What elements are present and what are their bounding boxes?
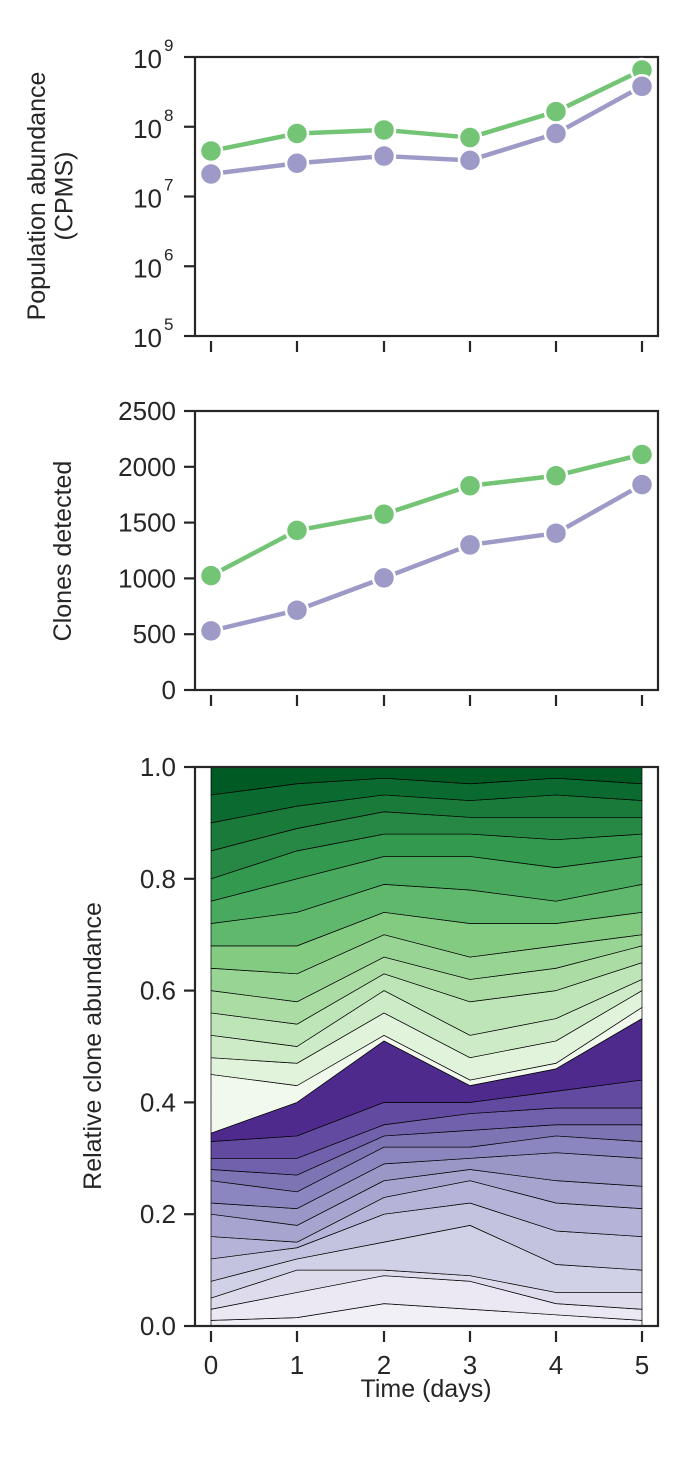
bottom-panel-frame xyxy=(193,765,660,1328)
middle-series-layer xyxy=(198,442,655,644)
top-y-tick-exponent: 7 xyxy=(164,176,173,195)
middle-series-point xyxy=(629,472,655,497)
middle-y-tick-label: 500 xyxy=(133,619,176,649)
middle-series-point xyxy=(457,473,483,499)
top-series-point xyxy=(457,125,483,150)
bottom-x-tick-label: 4 xyxy=(549,1350,563,1380)
middle-series-point xyxy=(543,520,569,546)
bottom-stack-layer xyxy=(210,766,643,1327)
top-y-tick-exponent: 9 xyxy=(164,36,173,55)
top-series-layer xyxy=(198,57,655,187)
top-series-point xyxy=(457,148,483,173)
middle-series-point xyxy=(371,501,397,527)
x-axis-label: Time (days) xyxy=(360,1375,491,1403)
top-y-tick-exponent: 8 xyxy=(164,106,173,125)
middle-series-point xyxy=(198,618,224,644)
middle-y-tick-label: 1000 xyxy=(118,563,176,593)
middle-series-point xyxy=(284,518,310,543)
top-y-tick-label: 10 xyxy=(133,323,162,353)
middle-y-tick-label: 1500 xyxy=(118,508,176,538)
middle-series-point xyxy=(457,532,483,558)
bottom-x-tick-label: 3 xyxy=(463,1350,477,1380)
top-series-point xyxy=(284,121,310,146)
middle-series-point xyxy=(284,597,310,623)
middle-series-point xyxy=(198,563,224,588)
bottom-y-tick-label: 0.0 xyxy=(140,1311,176,1341)
middle-series-point xyxy=(543,463,569,488)
top-series-line xyxy=(210,84,644,177)
bottom-x-tick-label: 5 xyxy=(635,1350,649,1380)
middle-y-tick-label: 2500 xyxy=(118,396,176,426)
bottom-x-tick-label: 1 xyxy=(290,1350,304,1380)
middle-series-line xyxy=(209,452,643,578)
top-y-tick-label: 10 xyxy=(133,114,162,144)
top-series-point xyxy=(371,143,397,169)
middle-y-tick-label: 2000 xyxy=(118,452,176,482)
middle-x-ticks xyxy=(209,695,644,706)
top-y-tick-label: 10 xyxy=(133,253,162,283)
middle-series-point xyxy=(371,565,397,591)
top-series-point xyxy=(629,74,655,99)
bottom-x-ticks: 0 1 2 3 4 5 xyxy=(204,1331,649,1380)
top-y-axis-label: Population abundance(CPMS) xyxy=(23,72,79,321)
top-series-point xyxy=(284,150,310,176)
top-panel-frame xyxy=(193,55,660,338)
bottom-y-tick-labels: 0.0 0.2 0.4 0.6 0.8 1.0 xyxy=(140,752,195,1341)
middle-series-point xyxy=(629,442,655,467)
bottom-panel: 0.0 0.2 0.4 0.6 0.8 1.0 0 1 2 3 4 5 Relative clone… xyxy=(79,752,660,1403)
bottom-x-tick-label: 0 xyxy=(204,1350,218,1380)
bottom-y-tick-label: 0.2 xyxy=(140,1199,176,1229)
bottom-y-tick-label: 0.8 xyxy=(140,864,176,894)
top-x-ticks xyxy=(209,341,644,352)
bottom-y-axis-label: Relative clone abundance xyxy=(79,902,107,1190)
top-series-point xyxy=(371,117,397,143)
top-y-tick-exponent: 6 xyxy=(164,245,173,264)
top-y-tick-label: 10 xyxy=(133,184,162,214)
middle-panel-frame xyxy=(193,409,660,692)
middle-y-tick-labels: 0 500 1000 1500 2000 2500 xyxy=(118,396,195,705)
bottom-y-tick-label: 1.0 xyxy=(140,752,176,782)
middle-panel: 0 500 1000 1500 2000 2500 Clones detected xyxy=(49,396,660,706)
middle-series-line xyxy=(210,482,644,634)
top-series-point xyxy=(198,138,224,164)
top-series-point xyxy=(198,161,224,187)
middle-y-tick-label: 0 xyxy=(162,675,176,705)
top-series-point xyxy=(543,121,569,146)
bottom-y-tick-label: 0.4 xyxy=(140,1087,176,1117)
top-series-line xyxy=(210,68,643,154)
bottom-y-tick-label: 0.6 xyxy=(140,976,176,1006)
bottom-x-tick-label: 2 xyxy=(377,1350,391,1380)
top-y-tick-exponent: 5 xyxy=(164,315,173,334)
top-series-point xyxy=(543,99,569,124)
middle-y-axis-label: Clones detected xyxy=(49,461,77,642)
top-y-tick-label: 10 xyxy=(133,44,162,74)
